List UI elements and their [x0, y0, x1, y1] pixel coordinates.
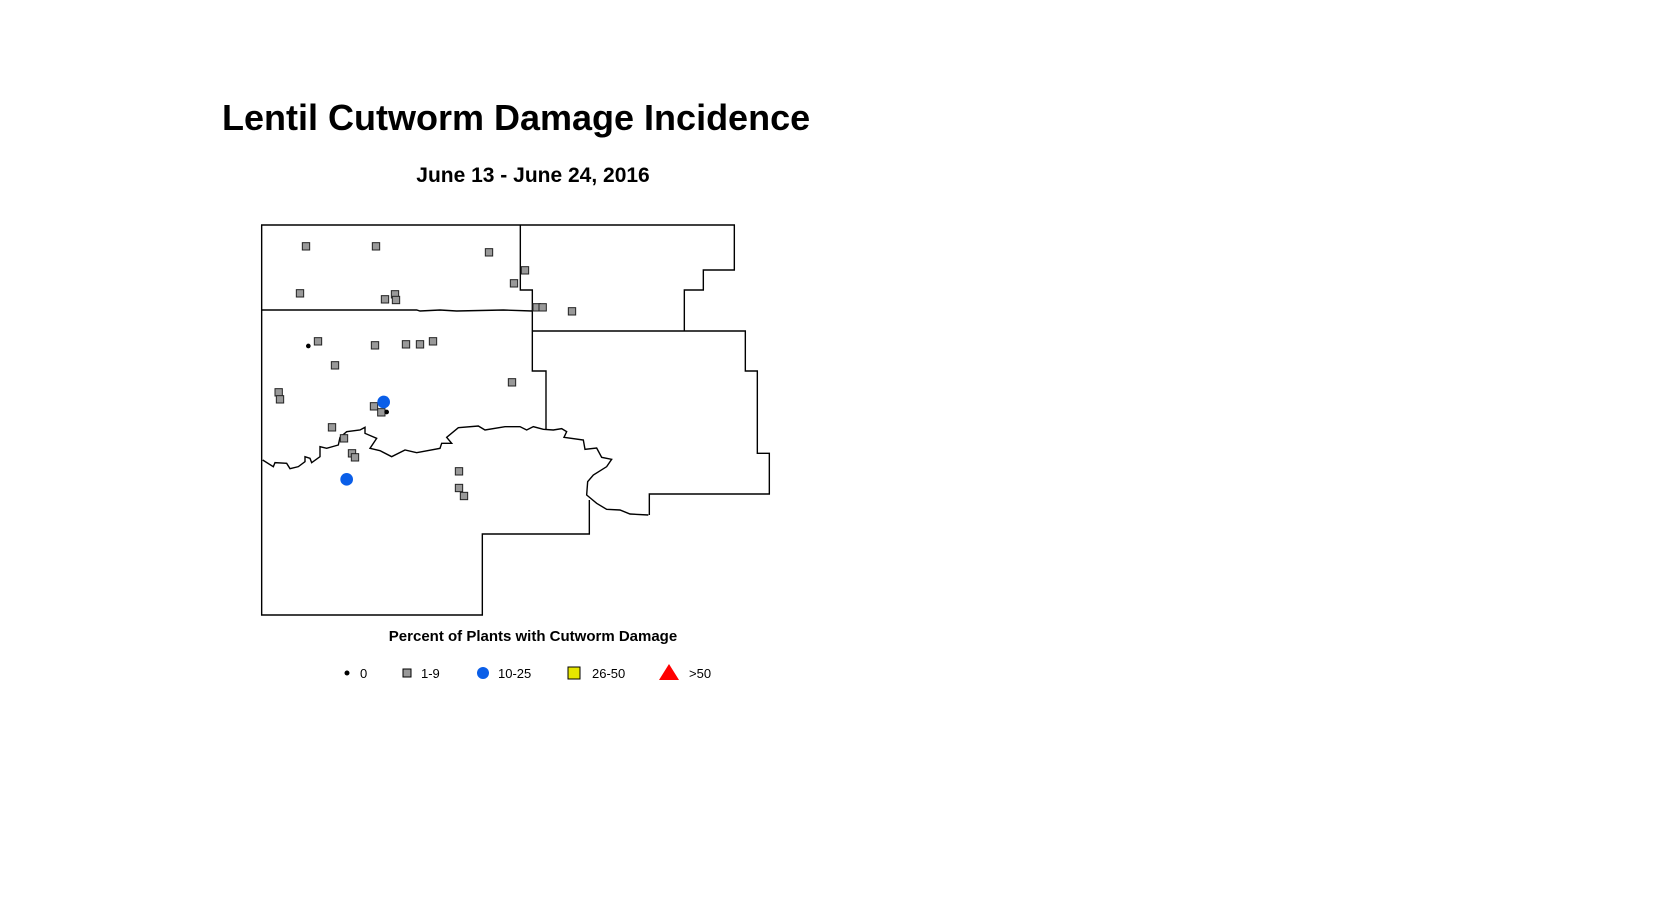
- point-1-9: [567, 307, 577, 316]
- point-1-9: [371, 242, 381, 251]
- point-1-9: [454, 467, 464, 476]
- point-1-9: [484, 248, 494, 257]
- map-subtitle: June 13 - June 24, 2016: [416, 164, 649, 187]
- point-1-9: [391, 295, 401, 305]
- legend: 0 1-9 10-25 26-50 >50: [344, 664, 711, 681]
- legend-symbol-26-50: [567, 666, 581, 680]
- point-1-9: [339, 434, 349, 443]
- map-area: [261, 225, 769, 615]
- point-1-9: [330, 361, 340, 370]
- legend-symbol-over-50: [659, 664, 679, 680]
- point-1-9: [350, 453, 360, 462]
- legend-title: Percent of Plants with Cutworm Damage: [389, 628, 677, 645]
- point-1-9: [369, 402, 379, 411]
- legend-label-over-50: >50: [689, 666, 711, 681]
- map-title: Lentil Cutworm Damage Incidence: [222, 97, 810, 138]
- point-10-25: [340, 472, 353, 486]
- legend-label-0: 0: [360, 666, 367, 681]
- legend-symbol-0: [344, 670, 350, 676]
- point-1-9: [313, 337, 323, 346]
- legend-label-26-50: 26-50: [592, 666, 625, 681]
- point-1-9: [295, 289, 305, 298]
- survey-points: [274, 242, 577, 501]
- point-1-9: [520, 266, 530, 275]
- point-0: [384, 409, 389, 415]
- river: [263, 426, 649, 515]
- point-1-9: [428, 337, 438, 346]
- point-1-9: [380, 295, 390, 304]
- point-1-9: [377, 408, 386, 417]
- point-1-9: [274, 388, 283, 397]
- point-1-9: [454, 483, 464, 493]
- region-boundaries: [261, 225, 769, 615]
- legend-symbol-1-9: [402, 668, 412, 678]
- point-1-9: [327, 423, 337, 432]
- point-1-9: [275, 395, 285, 404]
- point-1-9: [459, 491, 469, 501]
- point-1-9: [401, 340, 411, 349]
- legend-symbol-10-25: [477, 667, 489, 679]
- legend-label-1-9: 1-9: [421, 666, 440, 681]
- point-0: [305, 343, 311, 349]
- point-1-9: [370, 341, 380, 350]
- point-1-9: [538, 303, 547, 312]
- point-1-9: [509, 279, 519, 288]
- point-1-9: [507, 378, 517, 387]
- point-10-25: [377, 395, 390, 409]
- point-1-9: [301, 242, 311, 251]
- point-1-9: [415, 340, 425, 349]
- legend-label-10-25: 10-25: [498, 666, 531, 681]
